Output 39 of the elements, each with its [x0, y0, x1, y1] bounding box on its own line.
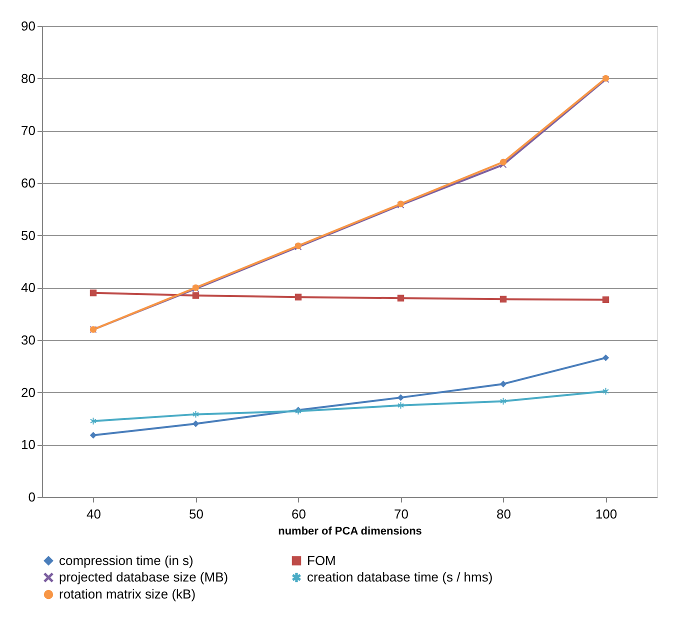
y-tick-label: 0: [28, 490, 36, 504]
y-tick-label: 70: [21, 123, 36, 138]
point: [500, 380, 507, 388]
y-tick-label: 50: [21, 228, 36, 243]
y-tick-label: 60: [21, 176, 36, 190]
y-tick-label: 20: [21, 384, 36, 400]
point: [192, 292, 200, 299]
legend-label: projected database size (MB): [59, 570, 228, 584]
x-tick-label: 40: [86, 506, 101, 522]
point: [397, 394, 404, 401]
point: [90, 418, 96, 424]
x-tick-label: 80: [496, 506, 511, 522]
x-tick-label: 50: [189, 506, 204, 522]
x-tick-label: 70: [394, 506, 408, 522]
point: [500, 158, 507, 166]
legend-label: compression time (in s): [59, 552, 194, 568]
point: [398, 402, 404, 409]
point: [192, 420, 200, 428]
point: [602, 296, 610, 304]
point: [500, 296, 507, 303]
point: [294, 294, 302, 300]
legend-label: rotation matrix size (kB): [59, 586, 196, 602]
y-tick-label: 80: [21, 70, 36, 86]
y-tick-label: 40: [21, 280, 36, 296]
y-tick-label: 10: [21, 437, 36, 452]
x-axis-title: number of PCA dimensions: [278, 526, 422, 538]
point: [602, 354, 610, 362]
point: [500, 398, 506, 405]
y-tick-label: 30: [21, 332, 36, 348]
legend-label: creation database time (s / hms): [307, 570, 493, 584]
point: [90, 432, 97, 439]
point: [397, 294, 404, 302]
legend-label: FOM: [307, 552, 336, 568]
y-tick-label: 90: [21, 18, 36, 34]
x-tick-label: 100: [595, 506, 618, 522]
x-tick-label: 60: [292, 506, 306, 522]
point: [602, 388, 609, 395]
point: [192, 410, 199, 418]
point: [90, 290, 97, 296]
